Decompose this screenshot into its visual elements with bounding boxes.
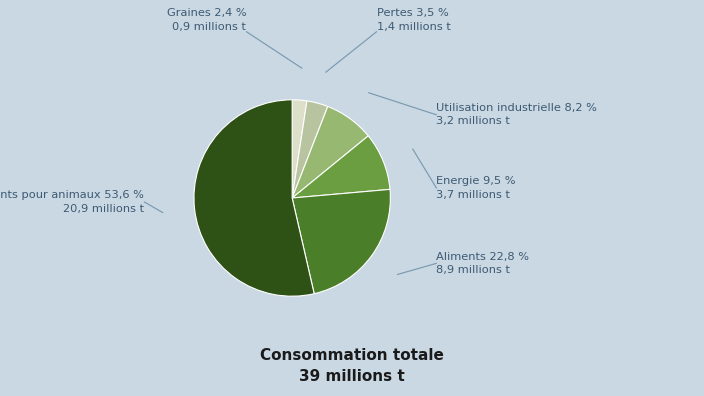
Wedge shape [292,136,390,198]
Wedge shape [292,100,307,198]
Text: Pertes 3,5 %
1,4 millions t: Pertes 3,5 % 1,4 millions t [377,8,451,32]
Wedge shape [292,189,390,294]
Text: Aliments pour animaux 53,6 %
20,9 millions t: Aliments pour animaux 53,6 % 20,9 millio… [0,190,144,213]
Wedge shape [292,101,328,198]
Text: Consommation totale
39 millions t: Consommation totale 39 millions t [260,348,444,385]
Text: Aliments 22,8 %
8,9 millions t: Aliments 22,8 % 8,9 millions t [436,252,529,275]
Wedge shape [194,100,314,296]
Text: Utilisation industrielle 8,2 %
3,2 millions t: Utilisation industrielle 8,2 % 3,2 milli… [436,103,598,126]
Wedge shape [292,107,368,198]
Text: Energie 9,5 %
3,7 millions t: Energie 9,5 % 3,7 millions t [436,177,516,200]
Text: Graines 2,4 %
0,9 millions t: Graines 2,4 % 0,9 millions t [167,8,246,32]
